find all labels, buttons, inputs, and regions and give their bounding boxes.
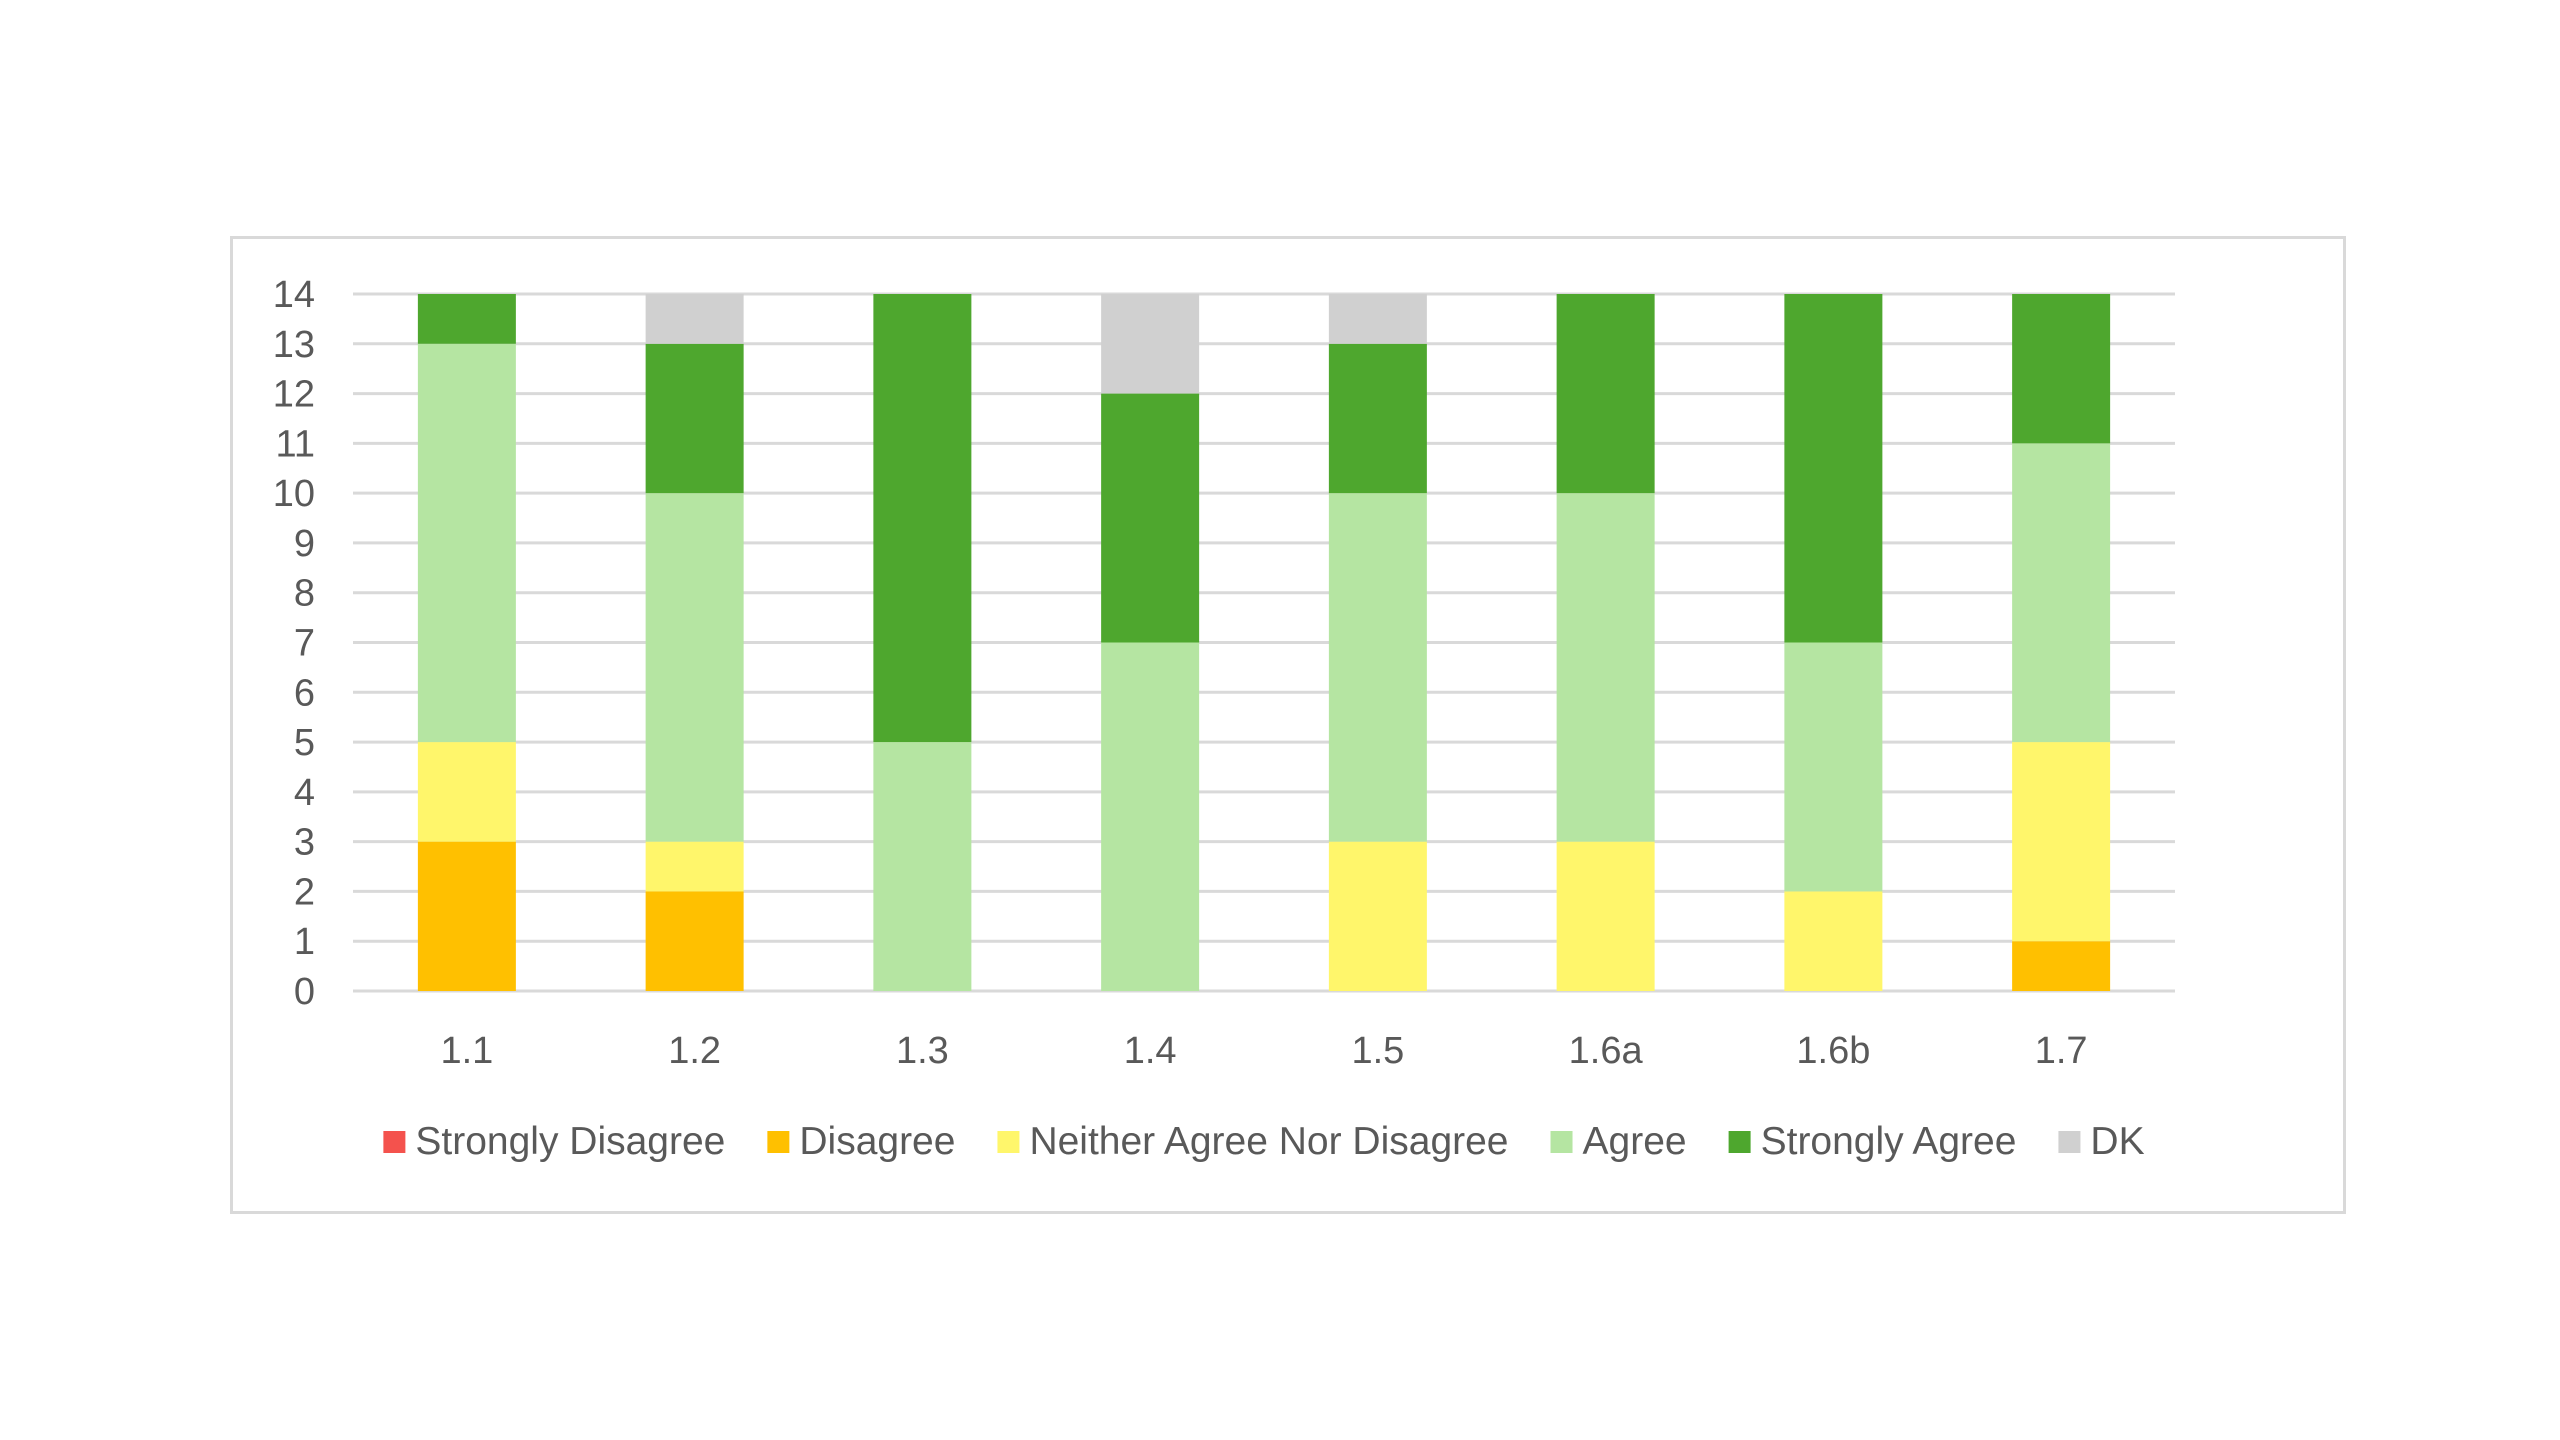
bar-segment [645, 841, 744, 892]
legend-label: Agree [1583, 1120, 1687, 1163]
bar-segment [1556, 294, 1655, 494]
x-tick-label: 1.3 [896, 1030, 949, 1072]
bar-segment [1328, 493, 1427, 842]
gridlines [353, 292, 2175, 993]
bar-segment [873, 742, 972, 991]
legend-item: Neither Agree Nor Disagree [997, 1120, 1509, 1163]
bar-segment [1328, 343, 1427, 494]
bar-segment [1101, 294, 1200, 394]
bar-segment [1101, 642, 1200, 991]
y-tick-label: 14 [273, 274, 315, 316]
y-tick-label: 6 [294, 672, 315, 714]
legend-item: Agree [1550, 1120, 1687, 1163]
y-tick-label: 2 [294, 871, 315, 913]
y-tick-label: 1 [294, 921, 315, 963]
bar-segment [1556, 493, 1655, 842]
y-tick-label: 3 [294, 822, 315, 864]
legend-swatch [2058, 1131, 2081, 1153]
legend-swatch [1728, 1131, 1751, 1153]
bar-segment [417, 841, 516, 991]
bar-segment [1784, 294, 1883, 643]
y-tick-label: 10 [273, 473, 315, 515]
x-tick-label: 1.6a [1569, 1030, 1644, 1072]
bar-segment [2012, 742, 2111, 942]
bar-segment [417, 343, 516, 743]
legend: Strongly Disagree Disagree Neither Agree N… [383, 1120, 2145, 1163]
legend-swatch [1550, 1131, 1573, 1153]
x-axis-ticks: 1.1 1.2 1.3 1.4 1.5 1.6a 1.6b 1.7 [440, 1030, 2087, 1072]
y-tick-label: 8 [294, 573, 315, 615]
legend-label: Disagree [799, 1120, 955, 1163]
legend-swatch [997, 1131, 1020, 1153]
bar-segment [873, 294, 972, 743]
bar-segment [645, 891, 744, 991]
x-tick-label: 1.2 [668, 1030, 721, 1072]
bar-segment [1101, 393, 1200, 643]
bar-segment [417, 294, 516, 344]
y-tick-label: 0 [294, 971, 315, 1013]
bar-segment [1784, 891, 1883, 991]
x-tick-label: 1.4 [1124, 1030, 1177, 1072]
bar-segment [645, 493, 744, 842]
bar-segment [645, 294, 744, 344]
x-tick-label: 1.7 [2035, 1030, 2088, 1072]
bar-segment [2012, 443, 2111, 743]
y-tick-label: 4 [294, 772, 315, 814]
legend-label: Neither Agree Nor Disagree [1029, 1120, 1508, 1163]
bar-segment [1328, 294, 1427, 344]
legend-item: Strongly Disagree [383, 1120, 725, 1163]
bar-segment [645, 343, 744, 494]
x-tick-label: 1.1 [440, 1030, 493, 1072]
legend-item: Strongly Agree [1728, 1120, 2017, 1163]
legend-label: DK [2090, 1120, 2144, 1163]
x-tick-label: 1.6b [1796, 1030, 1870, 1072]
legend-swatch [767, 1131, 790, 1153]
chart-container: 0 1 2 3 4 5 6 7 8 9 10 11 12 13 14 1.1 1.2 1.3 1.4 1.5 1.6a… [230, 236, 2346, 1214]
y-tick-label: 13 [273, 324, 315, 366]
y-tick-label: 9 [294, 523, 315, 565]
bars [417, 294, 2111, 991]
bar-segment [1784, 642, 1883, 892]
legend-label: Strongly Disagree [415, 1120, 725, 1163]
legend-item: Disagree [767, 1120, 955, 1163]
y-tick-label: 7 [294, 623, 315, 665]
bar-segment [2012, 941, 2111, 991]
bar-segment [1556, 841, 1655, 991]
legend-item: DK [2058, 1120, 2145, 1163]
bar-segment [2012, 294, 2111, 444]
y-tick-label: 5 [294, 722, 315, 764]
y-tick-label: 12 [273, 374, 315, 416]
legend-label: Strongly Agree [1761, 1120, 2017, 1163]
legend-swatch [383, 1131, 406, 1153]
x-tick-label: 1.5 [1351, 1030, 1404, 1072]
bar-segment [417, 742, 516, 842]
bar-segment [1328, 841, 1427, 991]
y-tick-label: 11 [276, 423, 315, 465]
